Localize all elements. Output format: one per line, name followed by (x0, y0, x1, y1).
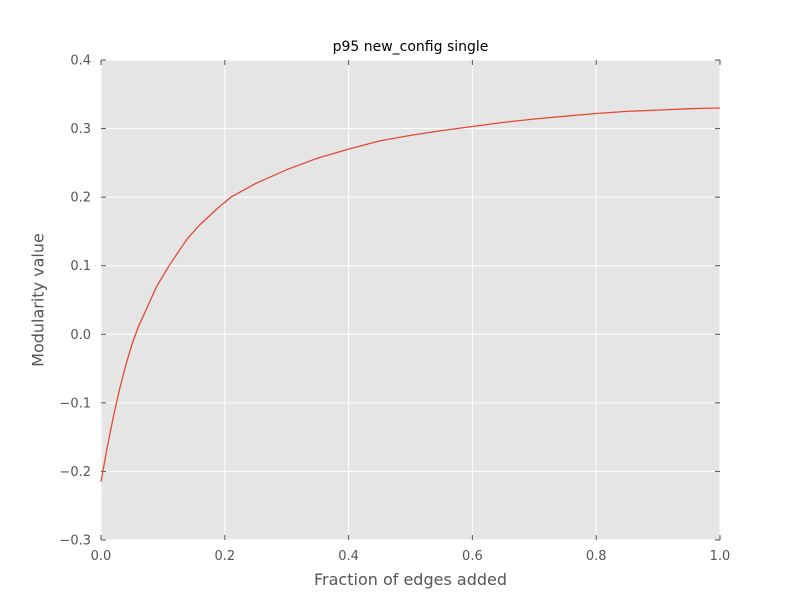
x-tick-label: 1.0 (710, 549, 731, 564)
y-tick-label: 0.3 (70, 122, 91, 137)
y-tick-label: −0.3 (59, 534, 91, 549)
y-tick-label: 0.4 (70, 54, 91, 69)
x-tick-label: 0.8 (586, 549, 607, 564)
plot-background (101, 60, 720, 540)
y-tick-label: 0.0 (70, 328, 91, 343)
x-tick-label: 0.6 (462, 549, 483, 564)
x-tick-label: 0.4 (338, 549, 359, 564)
y-tick-label: −0.2 (59, 465, 91, 480)
y-tick-label: 0.2 (70, 191, 91, 206)
x-tick-label: 0.2 (214, 549, 235, 564)
series-line (100, 107, 721, 482)
y-axis-label: Modularity value (28, 233, 48, 367)
y-tick-label: 0.1 (70, 259, 91, 274)
x-tick-label: 0.0 (91, 549, 112, 564)
y-tick-label: −0.1 (59, 396, 91, 411)
x-axis-label: Fraction of edges added (314, 570, 507, 589)
chart-title: p95 new_config single (332, 39, 489, 55)
